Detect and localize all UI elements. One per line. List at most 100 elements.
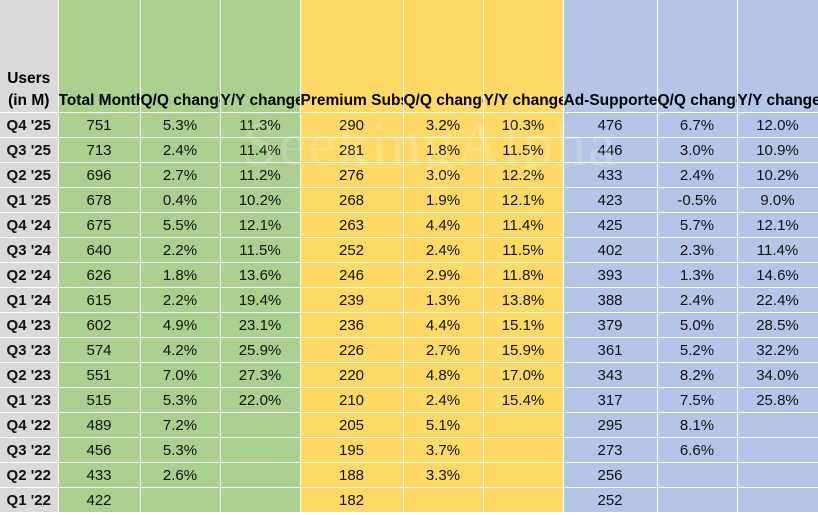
premium-yy-cell: 15.9% [483,337,564,363]
total-maus-cell: 574 [58,337,141,363]
premium-yy-cell: 15.4% [483,387,564,413]
ad-maus-cell: 433 [563,162,658,188]
ad-maus-cell: 379 [563,312,658,338]
ad-yy-cell: 25.8% [737,387,818,413]
ad-qq-cell: 8.2% [657,362,738,388]
total-maus-cell: 713 [58,137,141,163]
total-qq-cell: 7.2% [140,412,221,438]
ad-qq-cell: 1.3% [657,262,738,288]
total-qq-cell: 1.8% [140,262,221,288]
ad-maus-cell: 295 [563,412,658,438]
period-cell: Q4 '23 [0,312,59,338]
header-premium-qq: Q/Q change [403,0,484,113]
premium-cell: 252 [300,237,404,263]
premium-yy-cell: 11.5% [483,237,564,263]
premium-cell: 210 [300,387,404,413]
premium-cell: 290 [300,112,404,138]
ad-maus-cell: 361 [563,337,658,363]
period-cell: Q2 '22 [0,462,59,488]
table-row: Q3 '25 713 2.4% 11.4% 281 1.8% 11.5% 446 3.0% 10.… [0,137,818,163]
table-row: Q4 '25 751 5.3% 11.3% 290 3.2% 10.3% 476 6.7% 12.… [0,112,818,138]
total-qq-cell [140,487,221,513]
ad-yy-cell: 11.4% [737,237,818,263]
ad-maus-cell: 252 [563,487,658,513]
premium-cell: 246 [300,262,404,288]
total-yy-cell: 23.1% [220,312,301,338]
header-total-yy: Y/Y change [220,0,301,113]
premium-qq-cell: 3.2% [403,112,484,138]
premium-qq-cell: 4.8% [403,362,484,388]
ad-qq-cell: 2.4% [657,162,738,188]
premium-yy-cell: 12.2% [483,162,564,188]
ad-yy-cell [737,437,818,463]
premium-qq-cell: 1.3% [403,287,484,313]
total-maus-cell: 751 [58,112,141,138]
header-ad-qq: Q/Q change [657,0,738,113]
ad-maus-cell: 476 [563,112,658,138]
ad-yy-cell: 14.6% [737,262,818,288]
total-yy-cell: 12.1% [220,212,301,238]
total-qq-cell: 5.5% [140,212,221,238]
premium-cell: 195 [300,437,404,463]
ad-qq-cell: 2.3% [657,237,738,263]
table-row: Q3 '24 640 2.2% 11.5% 252 2.4% 11.5% 402 2.3% 11.… [0,237,818,263]
header-ad-yy: Y/Y change [737,0,818,113]
total-qq-cell: 7.0% [140,362,221,388]
period-cell: Q4 '22 [0,412,59,438]
period-cell: Q2 '24 [0,262,59,288]
premium-qq-cell: 1.8% [403,137,484,163]
total-qq-cell: 2.6% [140,462,221,488]
total-qq-cell: 5.3% [140,112,221,138]
total-qq-cell: 4.9% [140,312,221,338]
period-cell: Q3 '23 [0,337,59,363]
ad-yy-cell: 32.2% [737,337,818,363]
table-row: Q2 '23 551 7.0% 27.3% 220 4.8% 17.0% 343 8.2% 34.… [0,362,818,388]
total-yy-cell: 22.0% [220,387,301,413]
period-cell: Q3 '25 [0,137,59,163]
premium-qq-cell: 2.9% [403,262,484,288]
total-maus-cell: 615 [58,287,141,313]
ad-yy-cell: 12.1% [737,212,818,238]
premium-cell: 276 [300,162,404,188]
total-maus-cell: 696 [58,162,141,188]
total-yy-cell: 11.3% [220,112,301,138]
ad-maus-cell: 388 [563,287,658,313]
header-premium-subscribers: Premium Subscribers [300,0,404,113]
ad-yy-cell: 28.5% [737,312,818,338]
ad-maus-cell: 256 [563,462,658,488]
period-cell: Q1 '22 [0,487,59,513]
total-qq-cell: 2.2% [140,287,221,313]
premium-qq-cell: 2.7% [403,337,484,363]
ad-yy-cell: 10.2% [737,162,818,188]
total-qq-cell: 4.2% [140,337,221,363]
table-row: Q4 '22 489 7.2% 205 5.1% 295 8.1% [0,412,818,438]
table-row: Q4 '24 675 5.5% 12.1% 263 4.4% 11.4% 425 5.7% 12.… [0,212,818,238]
premium-qq-cell: 4.4% [403,212,484,238]
ad-qq-cell: -0.5% [657,187,738,213]
ad-yy-cell: 10.9% [737,137,818,163]
header-total-maus: Total Monthly Active Users (MAUs) [58,0,141,113]
ad-yy-cell: 9.0% [737,187,818,213]
premium-qq-cell: 4.4% [403,312,484,338]
total-maus-cell: 433 [58,462,141,488]
header-total-qq: Q/Q change [140,0,221,113]
premium-yy-cell [483,437,564,463]
premium-qq-cell [403,487,484,513]
period-cell: Q3 '22 [0,437,59,463]
table-row: Q1 '25 678 0.4% 10.2% 268 1.9% 12.1% 423 -0.5% 9.… [0,187,818,213]
ad-qq-cell: 2.4% [657,287,738,313]
premium-cell: 239 [300,287,404,313]
period-cell: Q2 '23 [0,362,59,388]
period-cell: Q4 '24 [0,212,59,238]
ad-qq-cell: 5.0% [657,312,738,338]
ad-yy-cell [737,462,818,488]
period-cell: Q1 '25 [0,187,59,213]
ad-yy-cell: 12.0% [737,112,818,138]
premium-yy-cell: 12.1% [483,187,564,213]
total-yy-cell [220,487,301,513]
total-yy-cell [220,462,301,488]
premium-yy-cell [483,412,564,438]
premium-yy-cell: 11.4% [483,212,564,238]
total-yy-cell: 11.4% [220,137,301,163]
